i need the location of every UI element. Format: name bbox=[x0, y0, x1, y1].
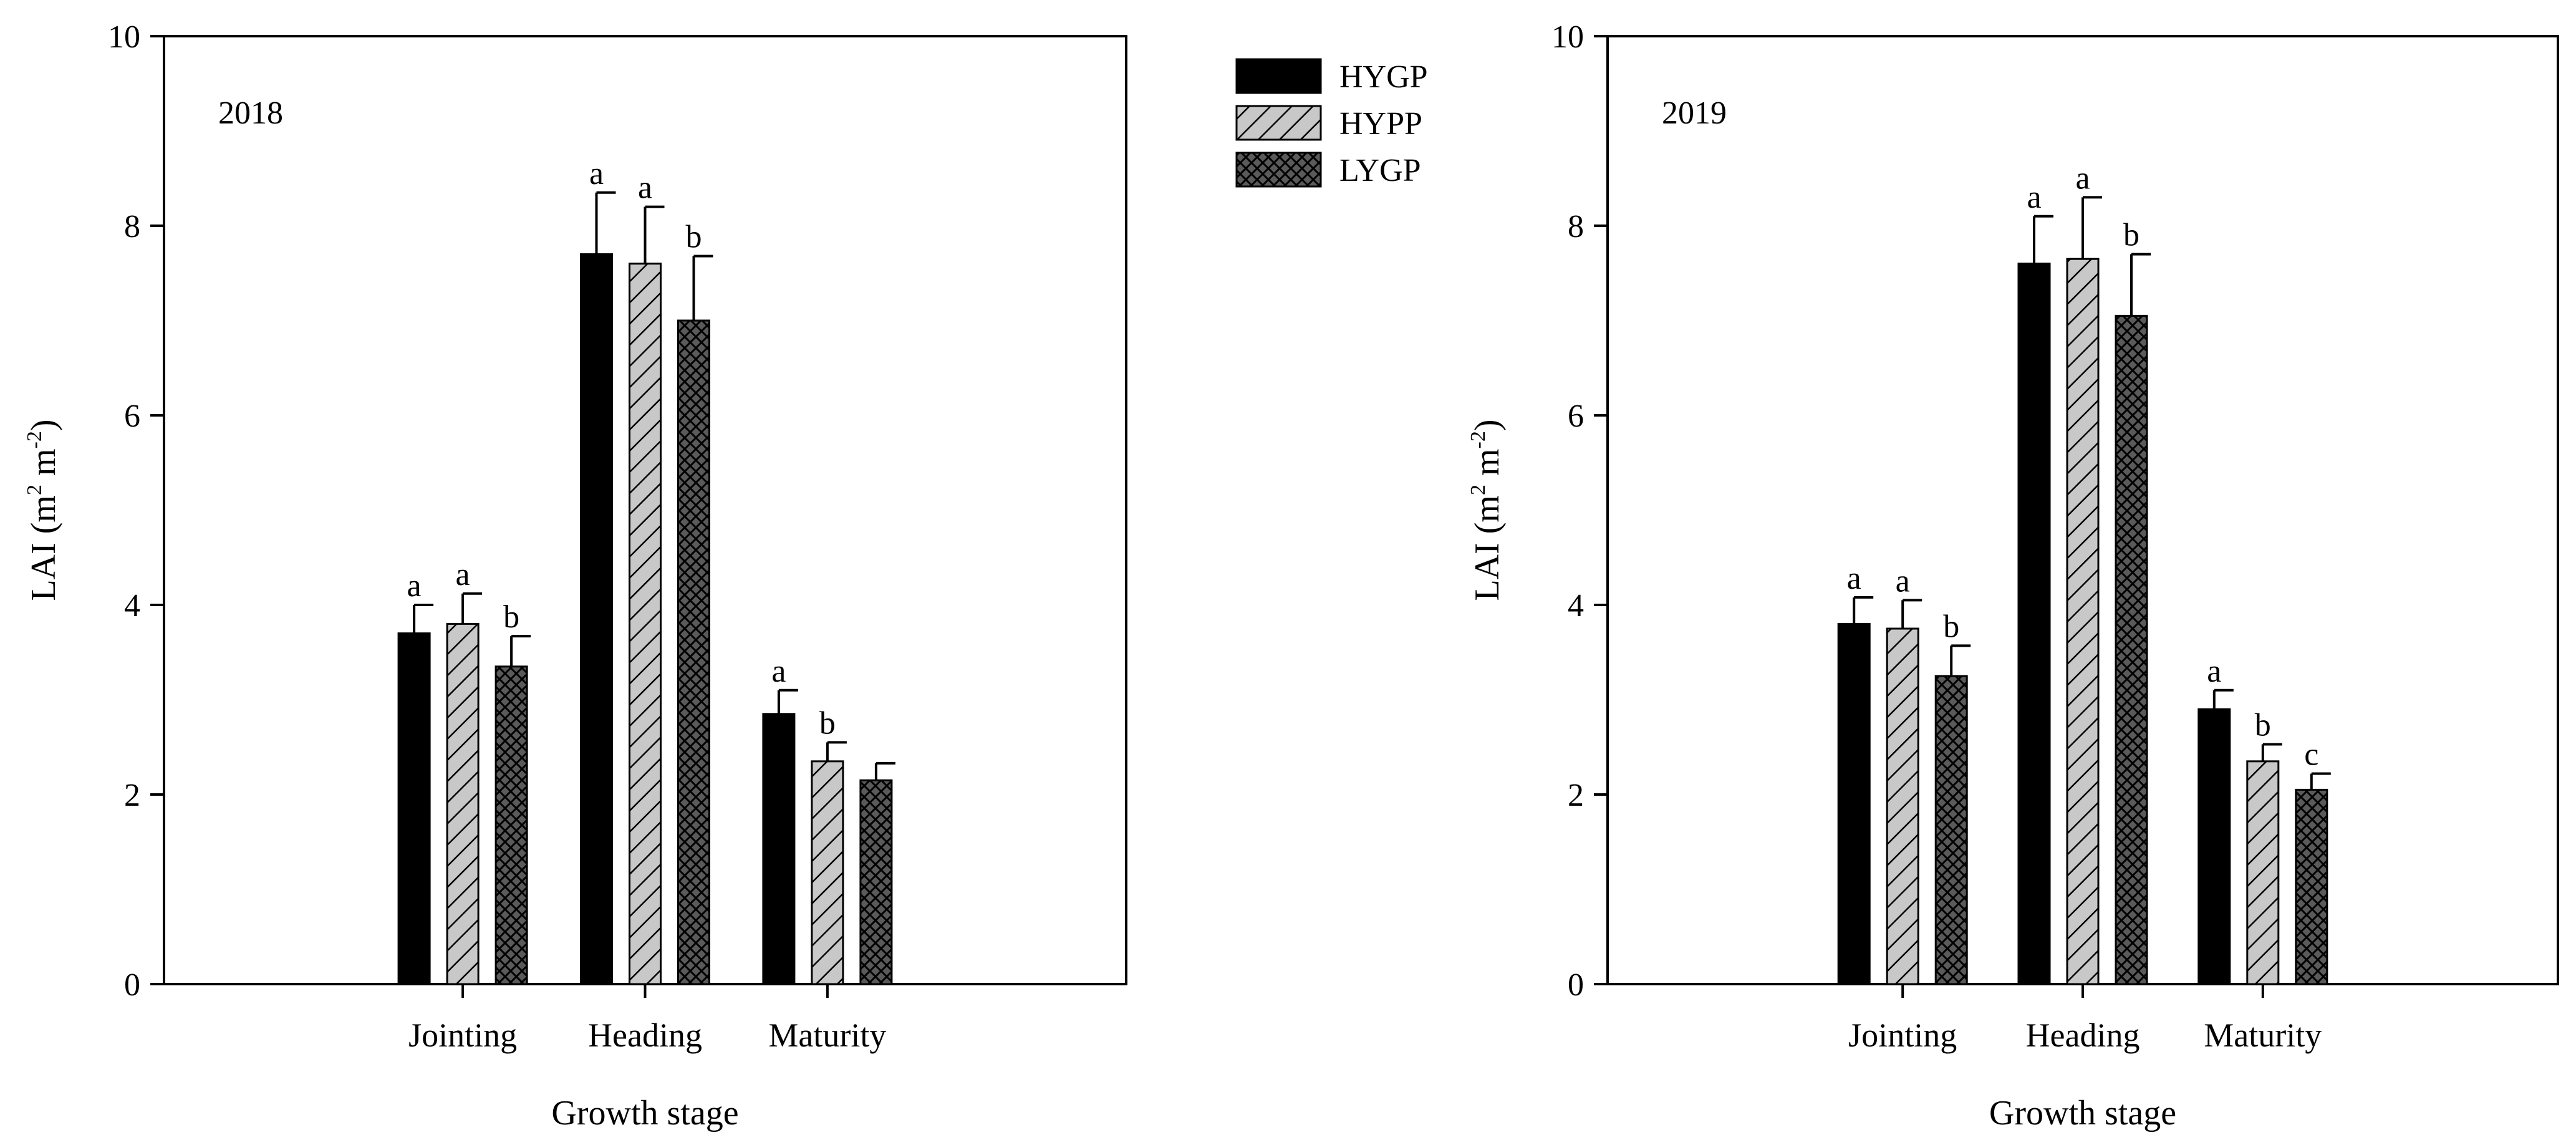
legend-swatch-lygp bbox=[1235, 152, 1322, 188]
y-tick-label: 6 bbox=[1568, 399, 1584, 434]
significance-letter: a bbox=[2075, 160, 2090, 196]
bar-hygp-heading bbox=[580, 253, 613, 985]
panel-year-label: 2019 bbox=[1662, 95, 1727, 131]
significance-letter: a bbox=[2207, 654, 2221, 689]
significance-letter: b bbox=[503, 599, 519, 635]
bar-hypp-heading bbox=[629, 263, 662, 985]
legend-label-lygp: LYGP bbox=[1339, 153, 1421, 188]
y-tick-label: 4 bbox=[1568, 588, 1584, 624]
significance-letter: a bbox=[1847, 561, 1861, 596]
significance-letter: a bbox=[2027, 180, 2041, 215]
x-axis-title: Growth stage bbox=[551, 1094, 738, 1133]
bar-hypp-heading bbox=[2066, 258, 2100, 985]
y-axis-title: LAI (m2 m-2) bbox=[23, 419, 63, 601]
y-tick-label: 2 bbox=[1568, 778, 1584, 813]
bar-lygp-heading bbox=[677, 319, 710, 985]
legend-swatch-hygp bbox=[1235, 58, 1322, 94]
significance-letter: a bbox=[771, 654, 786, 689]
significance-letter: b bbox=[2123, 218, 2139, 253]
bar-hygp-jointing bbox=[397, 632, 431, 985]
bar-hypp-jointing bbox=[1886, 627, 1919, 985]
y-tick-label: 2 bbox=[124, 778, 140, 813]
significance-letter: a bbox=[589, 156, 604, 191]
bar-hygp-jointing bbox=[1837, 622, 1871, 985]
x-tick-label: Jointing bbox=[408, 1017, 517, 1054]
significance-letter: b bbox=[686, 220, 702, 255]
y-tick-label: 4 bbox=[124, 588, 140, 624]
x-tick-label: Jointing bbox=[1848, 1017, 1957, 1054]
significance-letter: c bbox=[2304, 737, 2318, 773]
y-tick-label: 10 bbox=[108, 19, 140, 55]
bar-hygp-heading bbox=[2017, 263, 2051, 985]
y-tick-label: 0 bbox=[1568, 967, 1584, 1003]
bar-hypp-jointing bbox=[446, 622, 480, 985]
legend-label-hypp: HYPP bbox=[1339, 106, 1422, 142]
y-axis-title: LAI (m2 m-2) bbox=[1467, 419, 1507, 601]
significance-letter: b bbox=[2255, 707, 2271, 743]
legend: HYGP HYPP LYGP bbox=[1235, 58, 1428, 188]
x-tick-label: Maturity bbox=[2204, 1017, 2322, 1054]
panel-year-label: 2018 bbox=[218, 95, 283, 131]
bar-hypp-maturity bbox=[2246, 760, 2280, 985]
significance-letter: a bbox=[456, 557, 470, 592]
significance-letter: a bbox=[407, 568, 422, 604]
bar-hygp-maturity bbox=[2197, 708, 2231, 985]
x-tick-label: Heading bbox=[588, 1017, 702, 1054]
y-tick-label: 10 bbox=[1551, 19, 1584, 55]
significance-letter: b bbox=[819, 705, 836, 741]
significance-letter: a bbox=[1896, 563, 1910, 599]
legend-swatch-hypp bbox=[1235, 105, 1322, 141]
legend-label-hygp: HYGP bbox=[1339, 59, 1428, 95]
bar-hypp-maturity bbox=[811, 760, 844, 985]
bar-lygp-jointing bbox=[1934, 675, 1968, 985]
bar-hygp-maturity bbox=[762, 713, 796, 985]
bar-lygp-maturity bbox=[859, 779, 893, 985]
x-tick-label: Heading bbox=[2026, 1017, 2140, 1054]
y-axis-ticks: 0 2 4 6 8 10 bbox=[108, 19, 164, 1003]
bar-lygp-jointing bbox=[494, 665, 528, 985]
x-tick-label: Maturity bbox=[768, 1017, 886, 1054]
y-tick-label: 6 bbox=[124, 399, 140, 434]
significance-letter: b bbox=[1943, 609, 1959, 644]
bar-lygp-heading bbox=[2115, 314, 2148, 985]
y-tick-label: 8 bbox=[1568, 209, 1584, 244]
y-tick-label: 0 bbox=[124, 967, 140, 1003]
significance-letter: a bbox=[638, 170, 652, 206]
y-tick-label: 8 bbox=[124, 209, 140, 244]
x-axis-title: Growth stage bbox=[1989, 1094, 2176, 1133]
bar-lygp-maturity bbox=[2295, 788, 2328, 985]
y-axis-ticks: 0 2 4 6 8 10 bbox=[1551, 19, 1608, 1003]
